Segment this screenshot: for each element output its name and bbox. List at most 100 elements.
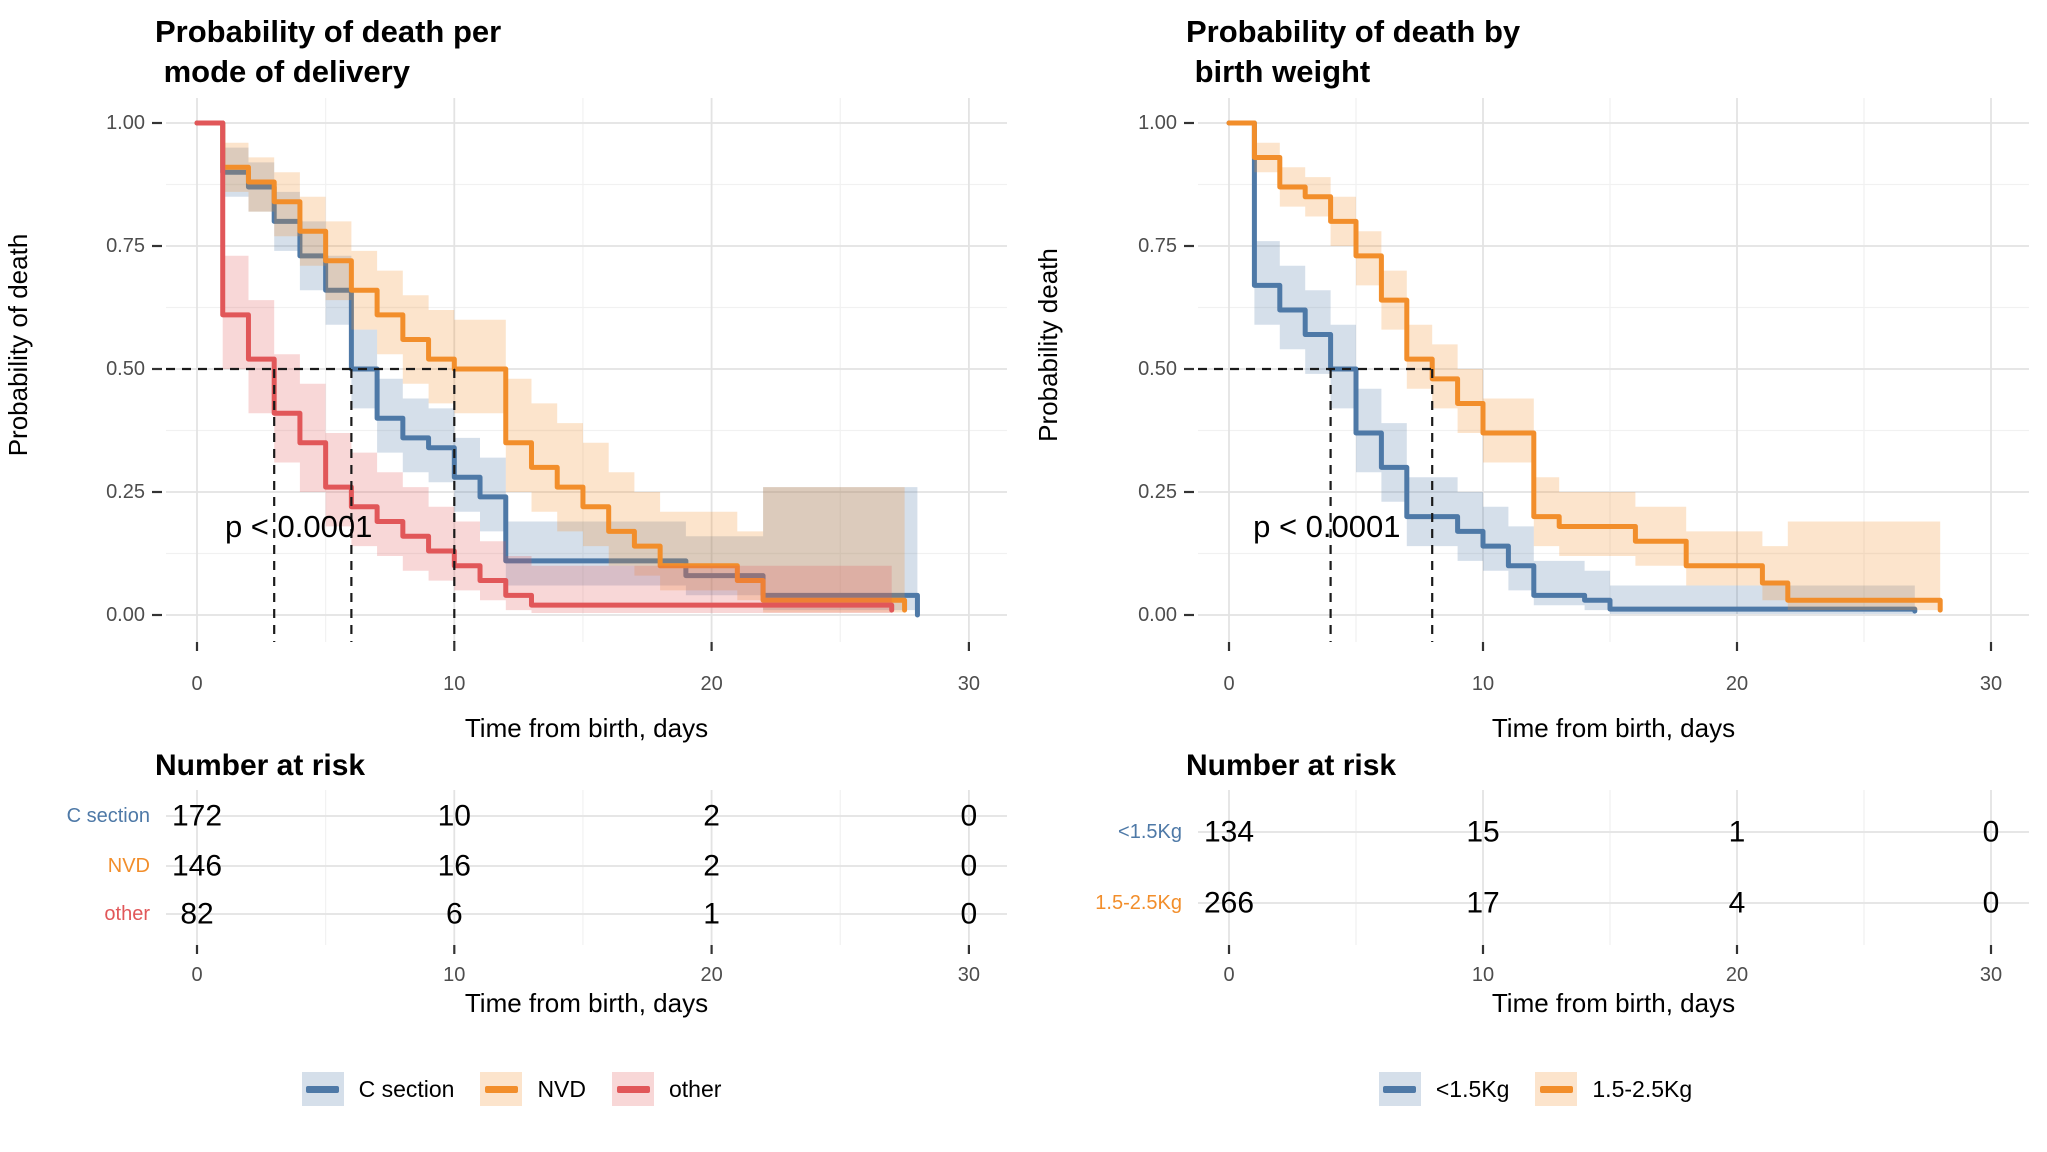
risk-count: 10 (438, 800, 471, 833)
risk-row-label: C section (67, 805, 150, 827)
plot-gridlines (166, 98, 1007, 642)
plot-title-line2: birth weight (1186, 54, 1371, 89)
risk-row-label: <1.5Kg (1118, 821, 1182, 843)
risk-count: 0 (961, 898, 978, 931)
x-axis-title: Time from birth, days (1492, 713, 1735, 743)
x-axis-title: Time from birth, days (465, 988, 708, 1018)
legend-line-icon (1539, 1085, 1573, 1093)
x-tick-label: 10 (1472, 964, 1494, 986)
legend-line-icon (1383, 1085, 1417, 1093)
risk-row-label: NVD (108, 855, 150, 877)
legend-swatch-icon (612, 1072, 654, 1106)
risk-count: 17 (1466, 887, 1499, 920)
y-tick-label: 0.50 (106, 358, 145, 380)
legend-birth-weight: <1.5Kg 1.5-2.5Kg (1024, 1072, 2047, 1106)
risk-count: 134 (1204, 816, 1254, 849)
risk-table-title: Number at risk (1186, 749, 1396, 782)
risk-row-label: other (104, 903, 150, 925)
y-tick-label: 0.00 (1138, 604, 1177, 626)
y-tick-label: 0.75 (106, 235, 145, 257)
x-axis-title: Time from birth, days (465, 713, 708, 743)
series-1-5-2-5kg (1226, 120, 1943, 613)
plot-title-line1: Probability of death by (1186, 14, 1521, 49)
plot-title: Probability of death per mode of deliver… (155, 12, 501, 92)
panel-mode-of-delivery: Probability of death per mode of deliver… (0, 0, 1023, 1152)
x-tick-label: 10 (443, 673, 465, 695)
x-tick-label: 0 (1223, 673, 1234, 695)
risk-count: 146 (172, 850, 222, 883)
legend-line-icon (616, 1085, 650, 1093)
legend-item-1-5-2-5kg: 1.5-2.5Kg (1535, 1072, 1692, 1106)
legend-swatch-icon (480, 1072, 523, 1106)
plot-title-line2: mode of delivery (155, 54, 410, 89)
confidence-band-1-5kg (1229, 123, 1915, 614)
legend-label: other (669, 1075, 722, 1102)
legend-swatch-icon (1535, 1072, 1578, 1106)
confidence-band-c-section (197, 123, 918, 611)
x-tick-label: 30 (1980, 673, 2002, 695)
panel-birth-weight: Probability of death by birth weight p <… (1024, 0, 2047, 1152)
risk-table-title: Number at risk (155, 749, 365, 782)
risk-count: 1 (1729, 816, 1746, 849)
risk-count: 0 (1983, 816, 2000, 849)
risk-count: 266 (1204, 887, 1254, 920)
y-tick-label: 0.25 (106, 481, 145, 503)
plot-title: Probability of death by birth weight (1186, 12, 1520, 92)
y-tick-label: 1.00 (1138, 112, 1177, 134)
p-value-label: p < 0.0001 (1253, 509, 1400, 544)
x-tick-label: 20 (1726, 964, 1748, 986)
series-1-5kg (1226, 120, 1918, 614)
x-tick-label: 0 (191, 673, 202, 695)
median-guides (166, 367, 456, 642)
legend-item-other: other (612, 1072, 721, 1106)
risk-count: 1 (703, 898, 720, 931)
y-tick-label: 0.75 (1138, 235, 1177, 257)
y-axis-title: Probability death (1033, 248, 1063, 442)
x-tick-label: 0 (1223, 964, 1234, 986)
p-value-label: p < 0.0001 (225, 509, 372, 544)
risk-count: 172 (172, 800, 222, 833)
annotation: p < 0.0001 (1253, 509, 1400, 544)
legend-swatch-icon (1378, 1072, 1421, 1106)
legend-item-1-5kg: <1.5Kg (1378, 1072, 1510, 1106)
legend-mode-of-delivery: C section NVD other (0, 1072, 1023, 1106)
median-guides (1198, 367, 1434, 642)
legend-line-icon (484, 1085, 518, 1093)
risk-count: 0 (1983, 887, 2000, 920)
x-tick-label: 30 (1980, 964, 2002, 986)
risk-row-label: 1.5-2.5Kg (1095, 892, 1182, 914)
legend-label: <1.5Kg (1435, 1075, 1510, 1102)
confidence-band-other (197, 123, 892, 613)
legend-swatch-icon (301, 1072, 344, 1106)
axes: 0.00 0.25 0.50 0.75 1.00 0 10 20 30 Time from bir… (1033, 112, 2002, 743)
y-tick-label: 1.00 (106, 112, 145, 134)
survival-curve-1-5-2-5kg (1226, 120, 1943, 613)
x-tick-label: 20 (700, 673, 722, 695)
legend-label: NVD (537, 1075, 586, 1102)
legend-item-nvd: NVD (480, 1072, 586, 1106)
risk-table: Number at risk<1.5Kg 134 15 1 01.5-2.5Kg 266 1… (1095, 749, 2029, 1018)
x-axis-title: Time from birth, days (1492, 988, 1735, 1018)
confidence-band-nvd (197, 123, 905, 613)
risk-count: 0 (961, 800, 978, 833)
x-tick-label: 20 (1726, 673, 1748, 695)
risk-count: 6 (446, 898, 463, 931)
y-tick-label: 0.00 (106, 604, 145, 626)
risk-count: 4 (1729, 887, 1746, 920)
y-axis-title: Probability of death (3, 234, 33, 457)
survival-curve-1-5kg (1226, 120, 1918, 614)
risk-count: 16 (438, 850, 471, 883)
axes: 0.00 0.25 0.50 0.75 1.00 0 10 20 30 Time from bir… (3, 112, 980, 743)
survival-curve-other (194, 120, 895, 613)
risk-count: 2 (703, 800, 720, 833)
x-tick-label: 10 (1472, 673, 1494, 695)
risk-count: 2 (703, 850, 720, 883)
plot-title-line1: Probability of death per (155, 14, 502, 49)
plot-gridlines (1198, 98, 2029, 642)
annotation: p < 0.0001 (225, 509, 372, 544)
risk-count: 15 (1466, 816, 1499, 849)
confidence-band-1-5-2-5kg (1229, 123, 1941, 611)
y-tick-label: 0.50 (1138, 358, 1177, 380)
